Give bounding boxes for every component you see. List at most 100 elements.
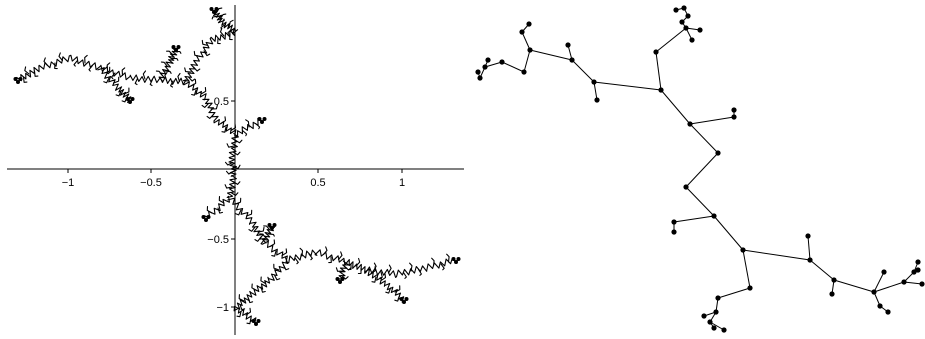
tree-node xyxy=(715,150,721,156)
tree-edge xyxy=(709,321,725,331)
tree-node xyxy=(475,69,481,75)
dendrite-bristle xyxy=(251,283,258,292)
tree-node xyxy=(673,7,679,13)
dendrite-bristle xyxy=(221,126,227,133)
dendrite-bristle xyxy=(170,80,174,88)
tree-edge xyxy=(833,279,875,293)
tree-node xyxy=(881,269,887,275)
dendrite-bristle xyxy=(193,50,201,58)
dendrite-arm xyxy=(364,268,405,303)
dendrite-bristle xyxy=(271,250,277,257)
dendrite-tip xyxy=(404,297,409,301)
dendrite-bristle xyxy=(134,77,139,86)
tree-edge xyxy=(742,249,751,289)
tree-node xyxy=(731,107,737,113)
dendrite-bristle xyxy=(355,257,361,267)
dendrite-bristle xyxy=(238,294,245,302)
tree-node xyxy=(747,285,753,291)
dendrite-tip xyxy=(402,300,406,304)
dendrite-bristle xyxy=(112,76,120,84)
dendrite-bristle xyxy=(371,276,377,283)
tree-edge xyxy=(809,259,835,281)
dendrite-tip xyxy=(214,7,219,11)
dendrite-bristle xyxy=(230,123,237,132)
dendrite-bristle xyxy=(260,276,267,285)
dendrite-bristle xyxy=(402,271,407,279)
tree-edge xyxy=(655,51,662,91)
dendrite-tip xyxy=(340,277,345,281)
dendrite-bristle xyxy=(219,13,227,20)
dendrite-bristle xyxy=(241,129,248,137)
dendrite-tip xyxy=(212,10,216,14)
dendrite-bristle xyxy=(263,225,271,231)
dendrite-bristle xyxy=(322,246,328,256)
tree-edge xyxy=(903,281,923,285)
tree-node xyxy=(569,57,575,63)
dendrite-bristle xyxy=(417,268,422,276)
tree-node xyxy=(658,87,664,93)
dendrite-bristle xyxy=(254,236,262,242)
dendrite-bristle xyxy=(245,119,250,128)
tree-edge xyxy=(685,152,719,188)
tree-edge xyxy=(807,235,811,261)
dendrite-bristle xyxy=(431,257,435,267)
dendrite-bristle xyxy=(267,233,275,237)
tree-node xyxy=(485,57,491,63)
dendrite-bristle xyxy=(201,39,209,47)
tree-node xyxy=(594,97,600,103)
dendrite-bristle xyxy=(282,264,290,271)
dendrite-tip xyxy=(454,260,458,264)
dendrite-bristle xyxy=(259,233,267,239)
tree-node xyxy=(805,233,811,239)
tree-node xyxy=(653,49,659,55)
dendrite-tip xyxy=(272,223,277,227)
tree-edge xyxy=(484,61,503,68)
dendrite-bristle xyxy=(228,19,234,28)
dendrite-bristle xyxy=(155,70,164,77)
tree-node xyxy=(521,69,527,75)
tree-node xyxy=(831,277,837,283)
dendrite-bristle xyxy=(84,54,88,64)
dendrite-tip xyxy=(257,117,262,121)
dendrite-bristle xyxy=(248,226,256,232)
dendrite-bristle xyxy=(184,67,192,73)
tree-node xyxy=(526,21,532,27)
dendrite-bristle xyxy=(234,197,242,205)
tree-node xyxy=(707,319,713,325)
dendrite-tip xyxy=(176,45,181,49)
tree-node xyxy=(482,64,488,70)
tree-edge xyxy=(713,215,744,251)
dendrite-bristle xyxy=(33,70,39,77)
tree-node xyxy=(740,247,746,253)
dendrite-tip xyxy=(13,77,18,81)
dendrite-bristle xyxy=(190,78,197,87)
dendrite-bristle xyxy=(225,170,235,175)
tree-node xyxy=(871,289,877,295)
dendrite-bristle xyxy=(273,263,280,271)
dendrite-bristle xyxy=(229,33,233,41)
tree-edges xyxy=(477,7,923,331)
dendrite-bristle xyxy=(73,59,79,67)
dendrite-bristle xyxy=(149,78,154,87)
dendrite-bristle xyxy=(201,102,210,108)
dendrite-bristle xyxy=(110,72,116,80)
dendrite-bristle xyxy=(260,286,266,293)
tree-node xyxy=(527,47,533,53)
dendrite-bristle xyxy=(446,253,450,263)
dendrite-bristle xyxy=(232,180,241,185)
dendrite-bristle xyxy=(123,87,130,95)
dendrite-bristle xyxy=(246,317,252,325)
dendrite-bristle xyxy=(121,67,126,77)
dendrite-bristle xyxy=(337,251,343,261)
dendrite-bristle xyxy=(160,61,169,68)
dendrite-bristle xyxy=(232,164,241,169)
dendrite-bristle xyxy=(357,267,362,275)
dendrite-bristle xyxy=(226,143,235,148)
tree-node xyxy=(721,327,727,333)
dendrite-bristle xyxy=(239,303,246,311)
x-ticks xyxy=(67,169,403,173)
dendrite-bristle xyxy=(192,66,201,72)
tree-node xyxy=(681,5,687,11)
dendrite-bristle xyxy=(328,256,332,264)
